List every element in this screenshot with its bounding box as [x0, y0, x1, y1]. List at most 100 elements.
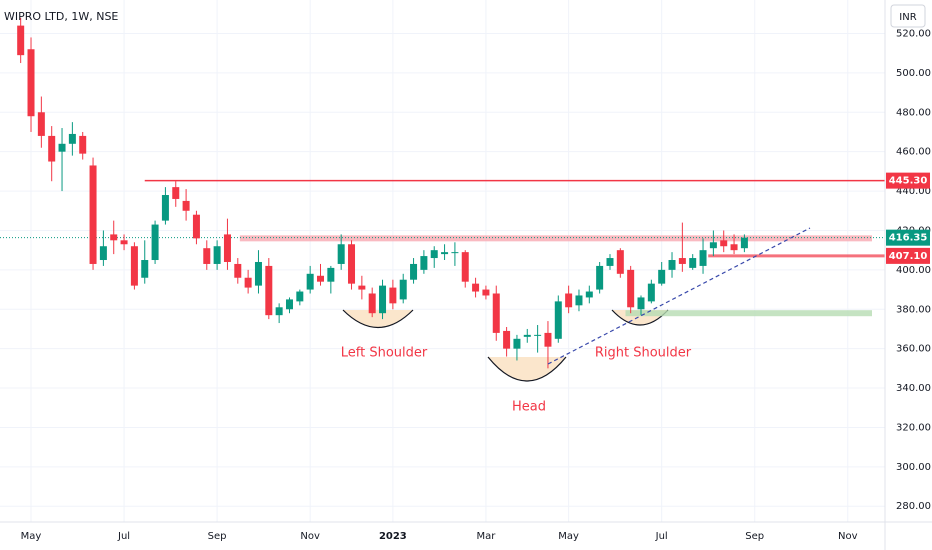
left-shoulder-curve	[342, 309, 414, 329]
candle-body	[68, 133, 76, 144]
y-tick-label: 360.00	[896, 344, 931, 355]
grid	[0, 0, 885, 522]
x-tick-label: May	[21, 531, 42, 542]
candle-body	[337, 244, 345, 264]
candle-body	[740, 237, 748, 249]
candle-body	[348, 244, 356, 284]
candle-body	[223, 234, 231, 262]
candle-body	[27, 49, 35, 117]
levels	[0, 179, 885, 317]
candle-body	[89, 165, 97, 264]
candle-body	[213, 246, 221, 264]
candle-body	[461, 252, 469, 282]
chart-title: WIPRO LTD, 1W, NSE	[4, 10, 118, 23]
x-tick-label: Jul	[655, 531, 668, 542]
candle-body	[720, 240, 728, 247]
candle-body	[172, 187, 180, 199]
candle-body	[99, 246, 107, 261]
y-tick-label: 440.00	[896, 186, 931, 197]
candle-body	[327, 267, 335, 282]
y-tick-label: 480.00	[896, 107, 931, 118]
candle-body	[379, 285, 387, 314]
zone	[625, 310, 872, 317]
candle-body	[389, 287, 397, 304]
candle-body	[48, 135, 56, 162]
candle-body	[317, 275, 325, 282]
candle-body	[503, 330, 511, 349]
y-tick-label: 500.00	[896, 68, 931, 79]
candle-body	[182, 200, 190, 211]
candle-body	[534, 334, 542, 336]
candle-body	[275, 307, 283, 316]
x-tick-label: Nov	[300, 531, 320, 542]
candle-body	[709, 242, 717, 249]
candle-body	[265, 265, 273, 316]
candle-body	[637, 297, 645, 310]
axes: 280.00 300.00 320.00 340.00 360.00 380.00 400.…	[21, 28, 931, 542]
candle-body	[244, 277, 252, 288]
price-tag-label: 445.30	[889, 176, 928, 187]
candle-body	[730, 244, 738, 251]
candle-body	[596, 265, 604, 290]
candle-body	[554, 301, 562, 339]
y-tick-label: 380.00	[896, 304, 931, 315]
candle-body	[441, 252, 449, 255]
candle-body	[658, 269, 666, 284]
candle-body	[306, 273, 314, 290]
x-tick-label: May	[558, 531, 579, 542]
y-tick-label: 400.00	[896, 265, 931, 276]
x-tick-label: Nov	[838, 531, 858, 542]
candle-body	[161, 195, 169, 221]
candle-body	[110, 234, 118, 241]
candle-body	[130, 246, 138, 286]
x-tick-label: Sep	[208, 531, 227, 542]
y-tick-label: 280.00	[896, 501, 931, 512]
candle-body	[358, 285, 366, 290]
y-tick-label: 320.00	[896, 422, 931, 433]
candle-body	[120, 240, 128, 245]
candle-body	[606, 258, 614, 266]
candle-body	[699, 250, 707, 266]
candle-body	[565, 293, 573, 308]
candle-body	[79, 135, 87, 154]
candle-body	[472, 283, 480, 292]
candle-body	[585, 291, 593, 298]
candle-body	[296, 291, 304, 302]
x-tick-label: 2023	[379, 531, 407, 542]
x-tick-label: Sep	[745, 531, 764, 542]
annotation: Right Shoulder	[595, 346, 692, 361]
candle-body	[668, 260, 676, 270]
price-tag	[886, 247, 930, 264]
candle-body	[420, 256, 428, 270]
currency[interactable]: INR	[899, 12, 916, 23]
candle-body	[151, 224, 159, 261]
candle-body	[58, 143, 66, 152]
trendline	[547, 227, 811, 365]
candle-body	[430, 250, 438, 259]
currency-button[interactable]	[890, 4, 926, 28]
candle-body	[689, 258, 697, 268]
candles	[17, 17, 748, 369]
candle-body	[523, 334, 531, 337]
y-tick-label: 520.00	[896, 28, 931, 39]
y-tick-label: 340.00	[896, 383, 931, 394]
candle-body	[482, 289, 490, 296]
candle-body	[678, 258, 686, 264]
x-tick-label: Jul	[117, 531, 130, 542]
price-tag-label: 407.10	[889, 251, 928, 262]
candle-body	[492, 293, 500, 333]
candle-body	[451, 252, 459, 254]
candle-body	[627, 269, 635, 308]
zone	[239, 235, 873, 242]
annotations: Left Shoulder Head Right Shoulder	[341, 346, 692, 415]
candle-body	[544, 332, 552, 347]
y-tick-label: 300.00	[896, 462, 931, 473]
candle-body	[254, 261, 262, 286]
price-tag	[886, 172, 930, 189]
price-tag-label: 416.35	[889, 233, 928, 244]
candle-body	[410, 263, 418, 280]
annotation: Head	[512, 400, 546, 415]
candle-body	[368, 293, 376, 314]
candle-body	[17, 25, 25, 56]
